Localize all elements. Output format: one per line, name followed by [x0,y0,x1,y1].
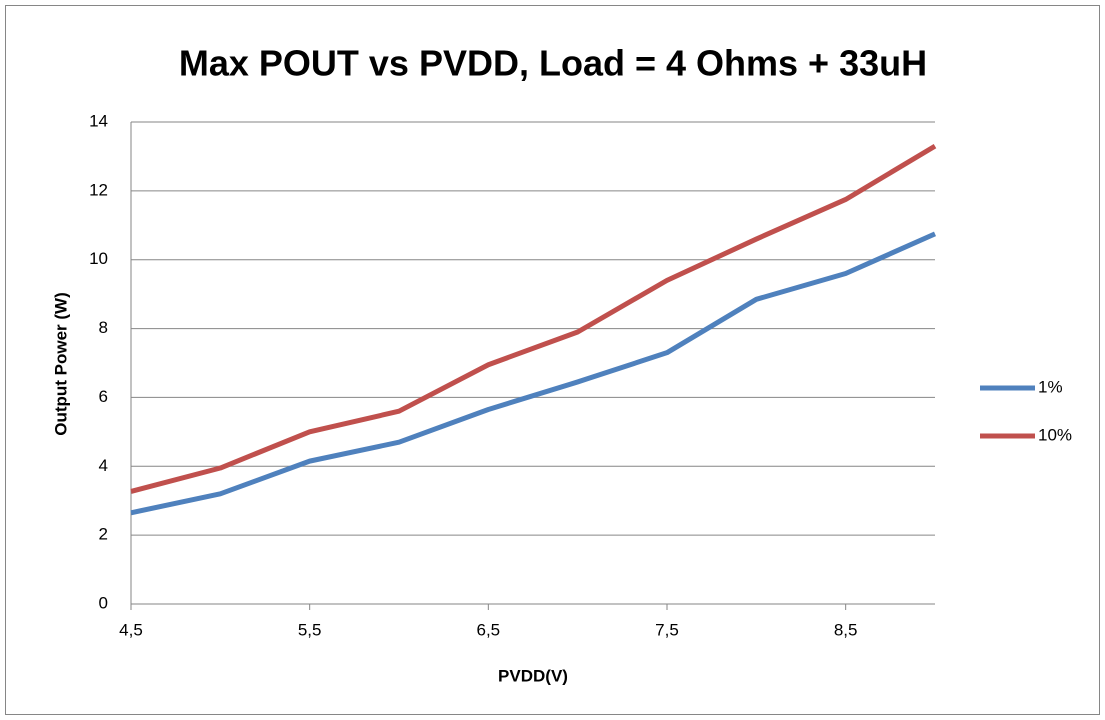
y-tick-label: 2 [99,525,108,544]
y-tick-label: 12 [89,180,108,199]
chart-title: Max POUT vs PVDD, Load = 4 Ohms + 33uH [179,43,927,84]
x-tick-label: 7,5 [655,620,679,639]
y-tick-label: 4 [99,456,108,475]
chart-border [5,5,1100,715]
legend-label: 1% [1038,377,1063,396]
y-tick-label: 8 [99,318,108,337]
x-tick-label: 5,5 [298,620,322,639]
x-tick-label: 4,5 [119,620,143,639]
legend-label: 10% [1038,425,1072,444]
line-series [130,143,937,494]
y-tick-label: 6 [99,387,108,406]
y-tick-label: 0 [99,593,108,612]
x-tick-label: 8,5 [834,620,858,639]
x-axis-title: PVDD(V) [498,666,568,685]
x-tick-label: 6,5 [477,620,501,639]
line-series [130,231,937,516]
y-tick-label: 14 [89,111,108,130]
y-tick-label: 10 [89,249,108,268]
y-axis-title: Output Power (W) [51,292,70,436]
